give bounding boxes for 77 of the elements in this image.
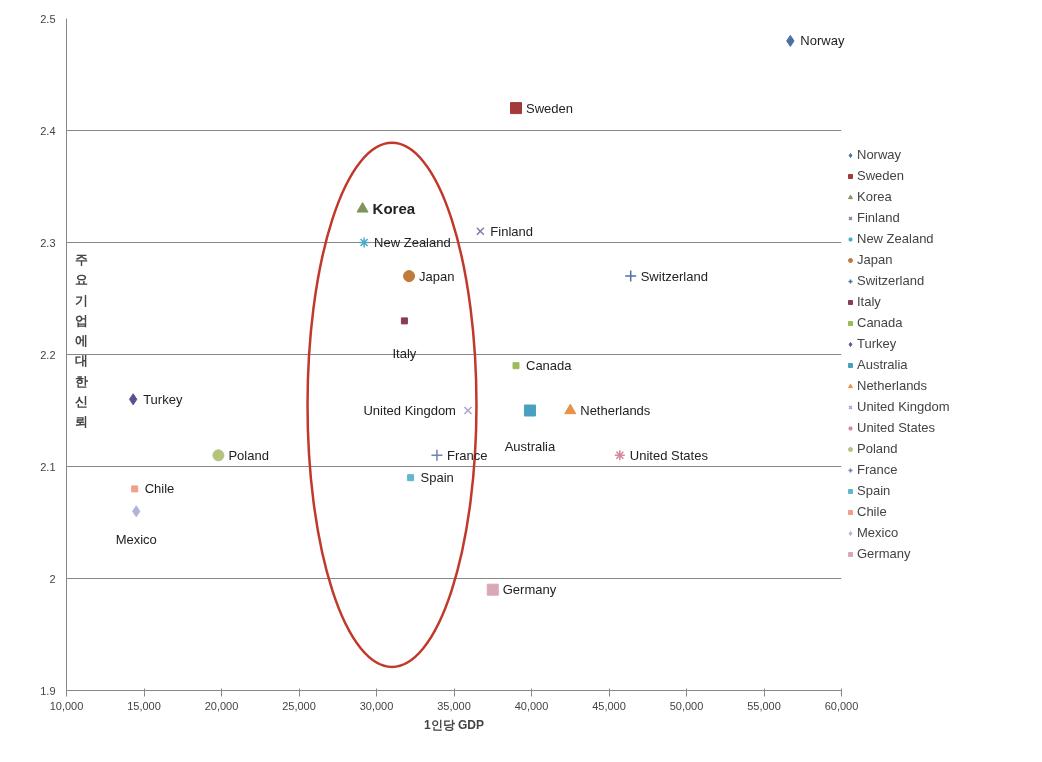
point [212,449,225,462]
text: Switzerland [640,268,708,284]
legend-label: Chile [857,504,887,519]
point [358,236,370,249]
x-tick-label: 15,000 [127,699,161,712]
legend-label: France [857,462,898,477]
x-tick-label: 20,000 [204,699,239,712]
text: Norway [800,33,845,49]
legend-label: Korea [857,189,892,204]
x-axis-title: 1인당 GDP [423,717,485,732]
x-tick-label: 40,000 [514,699,549,712]
point [564,403,577,415]
legend-label: Germany [857,546,911,561]
text: 주요기업에 대한 신뢰 [74,252,88,429]
text: Mexico [115,531,157,547]
y-tick-label: 1.9 [40,684,56,697]
point [463,406,473,415]
legend-label: Japan [857,252,893,267]
text: Japan [419,268,455,284]
text: Poland [228,447,269,463]
y-tick-label: 2.4 [40,124,56,137]
legend-label: Turkey [857,336,897,351]
legend-label: New Zealand [857,231,934,246]
x-tick-label: 30,000 [359,699,394,712]
y-tick-label: 2.5 [40,12,56,25]
text: Canada [526,358,572,374]
x-tick-label: 60,000 [824,699,859,712]
point [407,474,415,482]
legend-label: Spain [857,483,891,498]
legend-label: Finland [857,210,900,225]
x-tick-label: 55,000 [747,699,781,712]
point [510,102,522,115]
text: New Zealand [374,235,451,250]
text: United States [629,447,708,463]
y-tick-label: 2.1 [40,460,56,473]
legend-label: Norway [857,147,902,162]
text: Finland [490,223,533,239]
x-tick-label: 45,000 [592,699,626,712]
x-tick-label: 35,000 [437,699,471,712]
x-tick-label: 50,000 [669,699,704,712]
text: Italy [392,346,417,362]
legend-label: United Kingdom [857,399,950,414]
point [356,202,369,213]
legend-label: Mexico [857,525,899,540]
point [131,485,139,493]
point [614,449,626,462]
point [476,227,485,236]
text: Netherlands [580,403,651,418]
x-tick-label: 25,000 [282,699,316,712]
y-tick-label: 2 [49,572,56,585]
text: Spain [420,470,454,486]
legend-label: Canada [857,315,903,330]
text: Turkey [143,391,183,407]
text: Korea [372,200,416,218]
legend-label: Switzerland [857,273,925,288]
y-tick-label: 2.2 [40,348,56,361]
text: Sweden [526,100,573,116]
text: Germany [502,582,557,598]
text: United Kingdom [363,403,456,418]
point [430,449,444,462]
text: Chile [144,481,175,497]
point [512,362,520,370]
point [523,404,536,417]
text: Australia [504,439,556,454]
point [400,317,408,325]
legend-label: Poland [857,441,898,456]
legend-label: United States [857,420,936,435]
legend-label: Sweden [857,168,904,183]
point [128,393,138,406]
point [624,269,637,283]
legend-label: Netherlands [857,378,928,393]
y-tick-label: 2.3 [40,236,56,249]
x-tick-label: 10,000 [49,699,84,712]
legend-label: Australia [857,357,908,372]
point [403,270,416,283]
point [486,583,499,596]
legend-label: Italy [857,294,881,309]
